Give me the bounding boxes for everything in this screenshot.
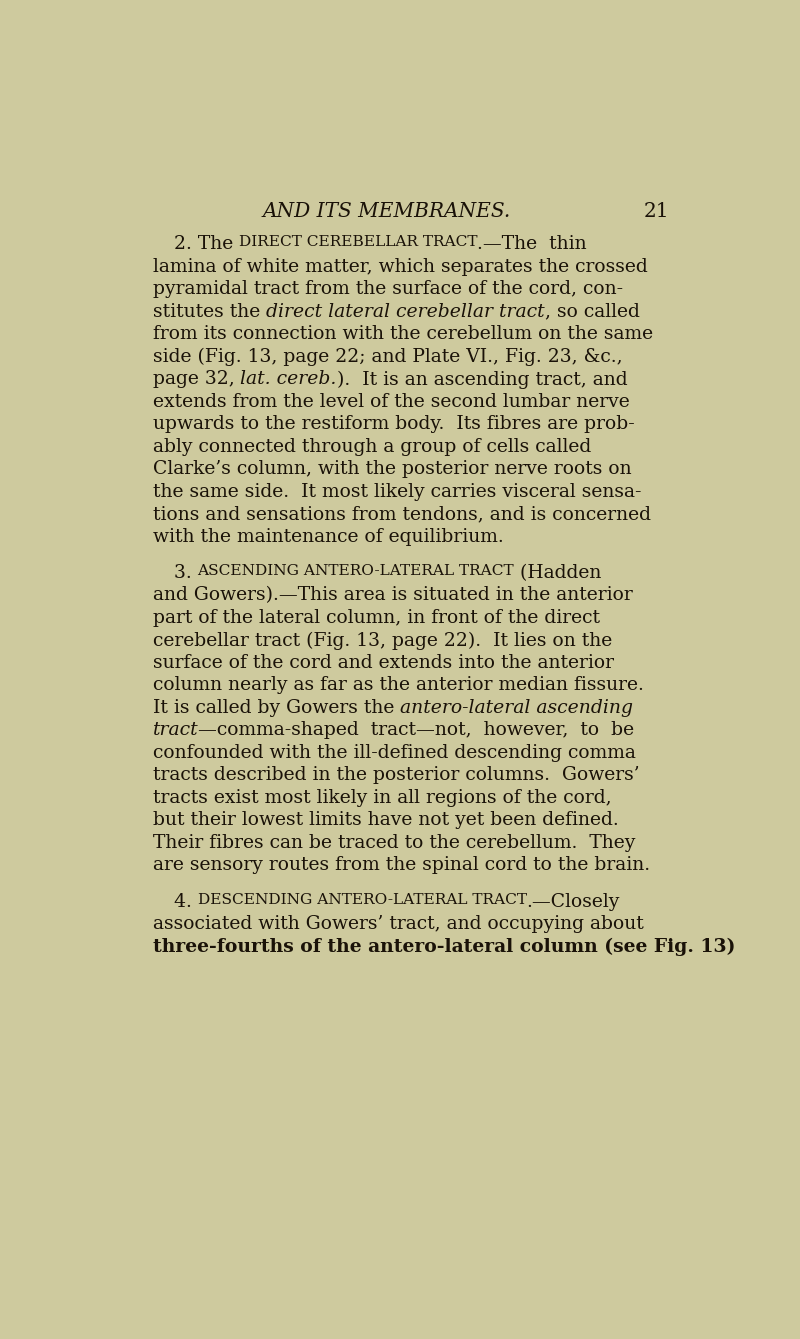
Text: upwards to the restiform body.  Its fibres are prob-: upwards to the restiform body. Its fibre…: [153, 415, 634, 434]
Text: Clarke’s column, with the posterior nerve roots on: Clarke’s column, with the posterior nerv…: [153, 461, 631, 478]
Text: but their lowest limits have not yet been defined.: but their lowest limits have not yet bee…: [153, 811, 618, 829]
Text: tracts described in the posterior columns.  Gowers’: tracts described in the posterior column…: [153, 766, 639, 785]
Text: lat. cereb.: lat. cereb.: [241, 371, 337, 388]
Text: —comma-shaped  tract—not,  however,  to  be: —comma-shaped tract—not, however, to be: [198, 722, 634, 739]
Text: tions and sensations from tendons, and is concerned: tions and sensations from tendons, and i…: [153, 505, 650, 524]
Text: .—Closely: .—Closely: [526, 893, 620, 911]
Text: and Gowers).—This area is situated in the anterior: and Gowers).—This area is situated in th…: [153, 586, 633, 604]
Text: DESCENDING ANTERO-LATERAL TRACT: DESCENDING ANTERO-LATERAL TRACT: [198, 893, 526, 907]
Text: 3.: 3.: [174, 564, 198, 582]
Text: surface of the cord and extends into the anterior: surface of the cord and extends into the…: [153, 653, 614, 672]
Text: the same side.  It most likely carries visceral sensa-: the same side. It most likely carries vi…: [153, 482, 642, 501]
Text: stitutes the: stitutes the: [153, 303, 266, 321]
Text: column nearly as far as the anterior median fissure.: column nearly as far as the anterior med…: [153, 676, 643, 695]
Text: tracts exist most likely in all regions of the cord,: tracts exist most likely in all regions …: [153, 789, 611, 807]
Text: Their fibres can be traced to the cerebellum.  They: Their fibres can be traced to the cerebe…: [153, 834, 635, 852]
Text: , so called: , so called: [545, 303, 639, 321]
Text: part of the lateral column, in front of the direct: part of the lateral column, in front of …: [153, 609, 600, 627]
Text: direct lateral cerebellar tract: direct lateral cerebellar tract: [266, 303, 545, 321]
Text: tract: tract: [153, 722, 198, 739]
Text: It is called by Gowers the: It is called by Gowers the: [153, 699, 400, 716]
Text: (Hadden: (Hadden: [514, 564, 602, 582]
Text: lamina of white matter, which separates the crossed: lamina of white matter, which separates …: [153, 258, 647, 276]
Text: 4.: 4.: [174, 893, 198, 911]
Text: .—The  thin: .—The thin: [478, 236, 587, 253]
Text: are sensory routes from the spinal cord to the brain.: are sensory routes from the spinal cord …: [153, 857, 650, 874]
Text: ).  It is an ascending tract, and: ). It is an ascending tract, and: [337, 371, 627, 388]
Text: associated with Gowers’ tract, and occupying about: associated with Gowers’ tract, and occup…: [153, 915, 643, 933]
Text: page 32,: page 32,: [153, 371, 241, 388]
Text: AND ITS MEMBRANES.: AND ITS MEMBRANES.: [262, 202, 511, 221]
Text: pyramidal tract from the surface of the cord, con-: pyramidal tract from the surface of the …: [153, 280, 623, 299]
Text: 2. The: 2. The: [174, 236, 239, 253]
Text: extends from the level of the second lumbar nerve: extends from the level of the second lum…: [153, 392, 630, 411]
Text: side (Fig. 13, page 22; and Plate VI., Fig. 23, &c.,: side (Fig. 13, page 22; and Plate VI., F…: [153, 348, 622, 366]
Text: ably connected through a group of cells called: ably connected through a group of cells …: [153, 438, 591, 455]
Text: cerebellar tract (Fig. 13, page 22).  It lies on the: cerebellar tract (Fig. 13, page 22). It …: [153, 632, 612, 649]
Text: antero-lateral ascending: antero-lateral ascending: [400, 699, 633, 716]
Text: confounded with the ill-defined descending comma: confounded with the ill-defined descendi…: [153, 744, 635, 762]
Text: DIRECT CEREBELLAR TRACT: DIRECT CEREBELLAR TRACT: [239, 236, 478, 249]
Text: 21: 21: [643, 202, 669, 221]
Text: three-fourths of the antero-lateral column (see Fig. 13): three-fourths of the antero-lateral colu…: [153, 937, 735, 956]
Text: with the maintenance of equilibrium.: with the maintenance of equilibrium.: [153, 528, 503, 546]
Text: ASCENDING ANTERO-LATERAL TRACT: ASCENDING ANTERO-LATERAL TRACT: [198, 564, 514, 578]
Text: from its connection with the cerebellum on the same: from its connection with the cerebellum …: [153, 325, 653, 343]
